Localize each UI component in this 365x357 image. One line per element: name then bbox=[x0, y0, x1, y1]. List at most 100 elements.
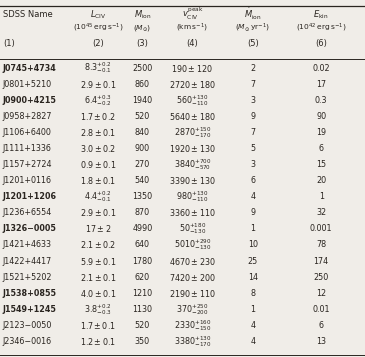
Text: 6: 6 bbox=[250, 176, 255, 185]
Text: J1236+6554: J1236+6554 bbox=[3, 208, 52, 217]
Text: 2: 2 bbox=[250, 64, 255, 72]
Text: 4990: 4990 bbox=[132, 224, 153, 233]
Text: 0.3: 0.3 bbox=[315, 96, 327, 105]
Text: (1): (1) bbox=[3, 39, 15, 48]
Text: 860: 860 bbox=[135, 80, 150, 89]
Text: $(M_{\odot})$: $(M_{\odot})$ bbox=[133, 23, 151, 33]
Text: 0.001: 0.001 bbox=[310, 224, 333, 233]
Text: $3840^{+700}_{-570}$: $3840^{+700}_{-570}$ bbox=[174, 157, 211, 172]
Text: J1538+0855: J1538+0855 bbox=[3, 289, 57, 298]
Text: 6: 6 bbox=[319, 144, 324, 153]
Text: 350: 350 bbox=[135, 337, 150, 346]
Text: 6: 6 bbox=[319, 321, 324, 330]
Text: 870: 870 bbox=[135, 208, 150, 217]
Text: $3380^{+130}_{-170}$: $3380^{+130}_{-170}$ bbox=[174, 334, 211, 349]
Text: $0.9 \pm 0.1$: $0.9 \pm 0.1$ bbox=[80, 159, 116, 170]
Text: $3.8^{+0.2}_{-0.3}$: $3.8^{+0.2}_{-0.3}$ bbox=[84, 302, 112, 317]
Text: 1130: 1130 bbox=[132, 305, 152, 314]
Text: J2346−0016: J2346−0016 bbox=[3, 337, 52, 346]
Text: $2.1 \pm 0.2$: $2.1 \pm 0.2$ bbox=[80, 240, 116, 251]
Text: 1210: 1210 bbox=[132, 289, 153, 298]
Text: 20: 20 bbox=[316, 176, 326, 185]
Text: 520: 520 bbox=[135, 321, 150, 330]
Text: 250: 250 bbox=[314, 273, 329, 282]
Text: 4: 4 bbox=[250, 321, 255, 330]
Text: J1111+1336: J1111+1336 bbox=[3, 144, 52, 153]
Text: 14: 14 bbox=[248, 273, 258, 282]
Text: 900: 900 bbox=[135, 144, 150, 153]
Text: $v^{\rm peak}_{\rm CIV}$: $v^{\rm peak}_{\rm CIV}$ bbox=[181, 6, 203, 22]
Text: $17 \pm 2$: $17 \pm 2$ bbox=[85, 223, 111, 234]
Text: $8.3^{+0.2}_{-0.1}$: $8.3^{+0.2}_{-0.1}$ bbox=[84, 61, 112, 75]
Text: 1: 1 bbox=[250, 224, 255, 233]
Text: 174: 174 bbox=[314, 257, 329, 266]
Text: $3.0 \pm 0.2$: $3.0 \pm 0.2$ bbox=[80, 143, 116, 154]
Text: 520: 520 bbox=[135, 112, 150, 121]
Text: $370^{+250}_{-200}$: $370^{+250}_{-200}$ bbox=[176, 302, 208, 317]
Text: 7: 7 bbox=[250, 128, 255, 137]
Text: 10: 10 bbox=[248, 241, 258, 250]
Text: $2.9 \pm 0.1$: $2.9 \pm 0.1$ bbox=[80, 79, 116, 90]
Text: 32: 32 bbox=[316, 208, 326, 217]
Text: $4.4^{+0.2}_{-0.1}$: $4.4^{+0.2}_{-0.1}$ bbox=[84, 189, 112, 204]
Text: 25: 25 bbox=[248, 257, 258, 266]
Text: $1.7 \pm 0.2$: $1.7 \pm 0.2$ bbox=[80, 111, 116, 122]
Text: 3: 3 bbox=[250, 160, 255, 169]
Text: 4: 4 bbox=[250, 337, 255, 346]
Text: J2123−0050: J2123−0050 bbox=[3, 321, 52, 330]
Text: 620: 620 bbox=[135, 273, 150, 282]
Text: 9: 9 bbox=[250, 112, 255, 121]
Text: 12: 12 bbox=[316, 289, 326, 298]
Text: 78: 78 bbox=[316, 241, 326, 250]
Text: 19: 19 bbox=[316, 128, 326, 137]
Text: $1.2 \pm 0.1$: $1.2 \pm 0.1$ bbox=[80, 336, 116, 347]
Text: 15: 15 bbox=[316, 160, 326, 169]
Text: (3): (3) bbox=[137, 39, 148, 48]
Text: $(10^{45}\,{\rm erg\,s}^{-1})$: $(10^{45}\,{\rm erg\,s}^{-1})$ bbox=[73, 22, 123, 34]
Text: $2720 \pm 180$: $2720 \pm 180$ bbox=[169, 79, 216, 90]
Text: $2.9 \pm 0.1$: $2.9 \pm 0.1$ bbox=[80, 207, 116, 218]
Text: J1421+4633: J1421+4633 bbox=[3, 241, 52, 250]
Text: $1.8 \pm 0.1$: $1.8 \pm 0.1$ bbox=[80, 175, 116, 186]
Text: $1.7 \pm 0.1$: $1.7 \pm 0.1$ bbox=[80, 320, 116, 331]
Text: $5640 \pm 180$: $5640 \pm 180$ bbox=[169, 111, 216, 122]
Text: J0801+5210: J0801+5210 bbox=[3, 80, 52, 89]
Text: J1422+4417: J1422+4417 bbox=[3, 257, 52, 266]
Text: 4: 4 bbox=[250, 192, 255, 201]
Text: $50^{+180}_{-130}$: $50^{+180}_{-130}$ bbox=[179, 221, 206, 236]
Text: $(M_{\odot}\,{\rm yr}^{-1})$: $(M_{\odot}\,{\rm yr}^{-1})$ bbox=[235, 22, 270, 34]
Text: $M_{\rm ion}$: $M_{\rm ion}$ bbox=[134, 8, 151, 21]
Text: 5: 5 bbox=[250, 144, 255, 153]
Text: $5.9 \pm 0.1$: $5.9 \pm 0.1$ bbox=[80, 256, 116, 267]
Text: $1920 \pm 130$: $1920 \pm 130$ bbox=[169, 143, 216, 154]
Text: 0.01: 0.01 bbox=[312, 305, 330, 314]
Text: $6.4^{+0.3}_{-0.2}$: $6.4^{+0.3}_{-0.2}$ bbox=[84, 93, 112, 108]
Text: 13: 13 bbox=[316, 337, 326, 346]
Text: 2500: 2500 bbox=[132, 64, 153, 72]
Text: J0958+2827: J0958+2827 bbox=[3, 112, 53, 121]
Text: 540: 540 bbox=[135, 176, 150, 185]
Text: $7420 \pm 200$: $7420 \pm 200$ bbox=[169, 272, 216, 283]
Text: 17: 17 bbox=[316, 80, 326, 89]
Text: 0.02: 0.02 bbox=[312, 64, 330, 72]
Text: 1350: 1350 bbox=[132, 192, 153, 201]
Text: 840: 840 bbox=[135, 128, 150, 137]
Text: 1: 1 bbox=[319, 192, 324, 201]
Text: $(\rm km\,s^{-1})$: $(\rm km\,s^{-1})$ bbox=[176, 22, 208, 34]
Text: $L_{\rm CIV}$: $L_{\rm CIV}$ bbox=[89, 8, 106, 21]
Text: J1326−0005: J1326−0005 bbox=[3, 224, 57, 233]
Text: J0900+4215: J0900+4215 bbox=[3, 96, 57, 105]
Text: 1: 1 bbox=[250, 305, 255, 314]
Text: 270: 270 bbox=[135, 160, 150, 169]
Text: $\dot{M}_{\rm ion}$: $\dot{M}_{\rm ion}$ bbox=[244, 6, 262, 22]
Text: $3360 \pm 110$: $3360 \pm 110$ bbox=[169, 207, 216, 218]
Text: $2870^{+150}_{-170}$: $2870^{+150}_{-170}$ bbox=[174, 125, 211, 140]
Text: (4): (4) bbox=[187, 39, 198, 48]
Text: J1106+6400: J1106+6400 bbox=[3, 128, 52, 137]
Text: 1940: 1940 bbox=[132, 96, 153, 105]
Text: 90: 90 bbox=[316, 112, 326, 121]
Text: J1157+2724: J1157+2724 bbox=[3, 160, 53, 169]
Text: SDSS Name: SDSS Name bbox=[3, 10, 53, 19]
Text: 8: 8 bbox=[250, 289, 255, 298]
Text: 7: 7 bbox=[250, 80, 255, 89]
